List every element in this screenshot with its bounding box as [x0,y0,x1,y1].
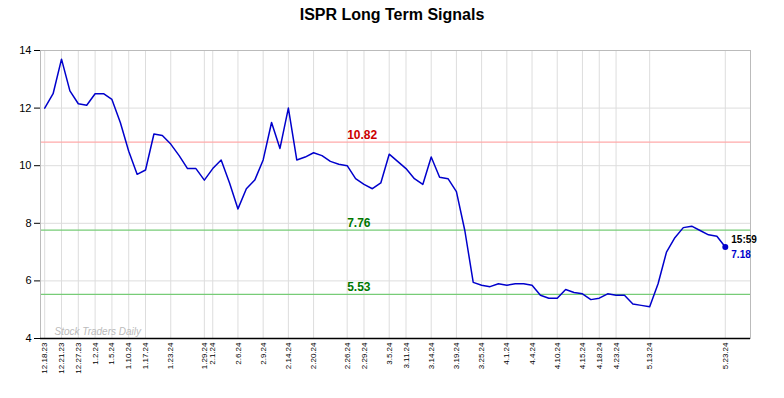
svg-text:5.13.24: 5.13.24 [645,342,654,369]
svg-text:3.25.24: 3.25.24 [477,342,486,369]
svg-text:5.53: 5.53 [347,280,371,294]
svg-text:4.4.24: 4.4.24 [528,342,537,365]
svg-text:15:59: 15:59 [731,234,757,245]
svg-text:12.18.23: 12.18.23 [40,342,49,374]
svg-text:10.82: 10.82 [347,128,377,142]
svg-text:4.10.24: 4.10.24 [553,342,562,369]
svg-text:10: 10 [19,159,31,171]
svg-text:2.20.24: 2.20.24 [309,342,318,369]
svg-text:4: 4 [25,332,31,344]
svg-text:12.21.23: 12.21.23 [57,342,66,374]
svg-text:2.26.24: 2.26.24 [343,342,352,369]
svg-text:2.6.24: 2.6.24 [234,342,243,365]
svg-text:6: 6 [25,274,31,286]
svg-text:1.23.24: 1.23.24 [166,342,175,369]
html-text:ISPR Long Term Signals: ISPR Long Term Signals [299,6,485,23]
svg-text:2.14.24: 2.14.24 [284,342,293,369]
svg-text:3.14.24: 3.14.24 [427,342,436,369]
svg-text:4.15.24: 4.15.24 [578,342,587,369]
svg-text:1.10.24: 1.10.24 [124,342,133,369]
svg-text:2.1.24: 2.1.24 [208,342,217,365]
svg-text:4.1.24: 4.1.24 [502,342,511,365]
svg-text:12: 12 [19,102,31,114]
svg-text:3.19.24: 3.19.24 [452,342,461,369]
svg-text:1.2.24: 1.2.24 [91,342,100,365]
svg-text:7.18: 7.18 [731,249,751,260]
svg-text:Stock Traders Daily: Stock Traders Daily [55,326,143,337]
svg-text:4.23.24: 4.23.24 [612,342,621,369]
svg-text:2.9.24: 2.9.24 [259,342,268,365]
svg-text:4.18.24: 4.18.24 [595,342,604,369]
svg-text:14: 14 [19,44,31,56]
svg-text:1.5.24: 1.5.24 [107,342,116,365]
svg-text:5.23.24: 5.23.24 [721,342,730,369]
svg-text:3.11.24: 3.11.24 [402,342,411,369]
svg-text:12.27.23: 12.27.23 [74,342,83,374]
svg-text:2.29.24: 2.29.24 [360,342,369,369]
svg-text:1.17.24: 1.17.24 [141,342,150,369]
svg-text:3.5.24: 3.5.24 [385,342,394,365]
svg-text:8: 8 [25,217,31,229]
svg-text:1.29.24: 1.29.24 [199,342,209,370]
svg-text:7.76: 7.76 [347,216,371,230]
